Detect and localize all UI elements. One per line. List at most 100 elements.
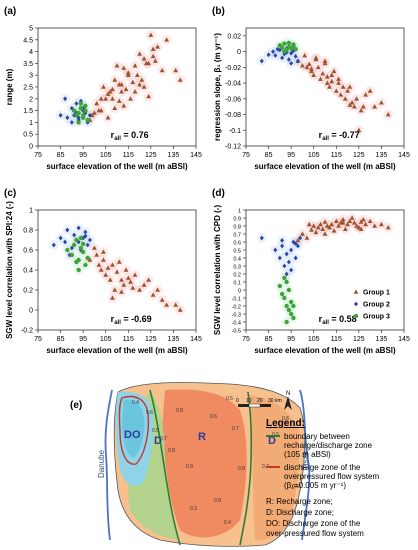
x-tick-label: 115 (123, 152, 134, 159)
data-point-group-1 (92, 245, 97, 250)
data-point-group-1 (322, 219, 328, 224)
data-point-group-2 (74, 110, 79, 116)
panel-label: (b) (212, 6, 225, 17)
data-point-group-1 (300, 63, 305, 68)
data-point-group-1 (347, 218, 353, 223)
y-tick-label: 0.1 (233, 281, 241, 287)
data-point-group-2 (63, 96, 68, 102)
data-point-group-2 (273, 247, 278, 253)
map-panel: (e) 0.40.60.50.70.80.80.90.60.50.70.80.8… (70, 382, 311, 547)
x-tick-label: 85 (57, 336, 65, 343)
data-point-group-3 (80, 241, 86, 247)
data-point-group-3 (80, 249, 86, 255)
data-point-group-1 (338, 92, 344, 97)
x-tick-label: 145 (190, 152, 202, 159)
data-point-group-2 (289, 61, 294, 66)
data-point-group-1 (322, 58, 328, 63)
data-point-group-1 (333, 218, 339, 223)
map-zone-d-left: D (154, 435, 162, 447)
y-tick-label: 0.02 (227, 33, 241, 40)
group-legend: Group 1 Group 2 Group 3 (353, 289, 390, 321)
data-point-group-1 (318, 221, 323, 227)
x-tick-label: 105 (100, 152, 112, 159)
data-point-group-1 (110, 262, 115, 267)
data-point-group-2 (83, 110, 88, 116)
data-point-group-1 (150, 292, 156, 297)
x-tick-label: 75 (242, 152, 250, 159)
data-point-group-1 (107, 89, 113, 94)
data-point-group-2 (74, 101, 79, 106)
data-point-group-1 (137, 51, 142, 56)
x-axis-label: surface elevation of the well (m aBSl) (254, 162, 396, 171)
data-point-group-1 (320, 71, 326, 76)
data-point-group-2 (289, 247, 294, 253)
map-scale-bar: 0 10 20 30 km (236, 398, 282, 408)
contour-label: 0.8 (168, 448, 175, 454)
data-point-group-1 (121, 103, 127, 108)
data-point-group-2 (58, 235, 63, 241)
data-point-group-1 (130, 285, 136, 290)
y-axis-label: regression slope, β₁ (m yr⁻¹) (213, 33, 222, 141)
x-tick-label: 125 (145, 336, 157, 343)
contour-label: 0.7 (262, 464, 269, 470)
data-point-group-1 (119, 89, 124, 94)
data-point-group-1 (94, 100, 100, 106)
data-point-group-3 (76, 267, 81, 273)
data-point-group-3 (291, 315, 296, 321)
data-point-group-1 (358, 108, 364, 113)
y-tick-label: 3 (29, 73, 33, 80)
data-point-group-1 (336, 80, 341, 85)
x-tick-label: 105 (308, 336, 320, 343)
y-tick-label: 3.5 (23, 61, 33, 68)
data-point-group-1 (358, 226, 364, 231)
data-point-group-1 (159, 297, 165, 302)
data-point-group-2 (259, 58, 264, 64)
data-point-group-1 (351, 104, 357, 109)
map-zone-do: DO (124, 429, 141, 441)
data-point-group-1 (130, 79, 136, 85)
y-tick-label: 0.5 (23, 132, 33, 139)
data-point-group-1 (372, 223, 378, 228)
map-legend: Legend: boundary between recharge/discha… (266, 418, 379, 538)
data-point-group-3 (288, 311, 294, 317)
data-point-group-2 (51, 242, 56, 248)
y-tick-label: 1.5 (23, 108, 33, 115)
data-point-group-3 (74, 237, 79, 243)
data-point-group-1 (116, 259, 122, 264)
data-point-group-2 (65, 227, 70, 233)
legend-zone-do-2: over-pressured flow system (266, 529, 364, 538)
scale-label-0: 0 (236, 398, 239, 404)
data-point-group-2 (298, 235, 303, 241)
data-point-group-3 (284, 319, 289, 325)
y-tick-label: 4.5 (23, 37, 33, 44)
data-point-group-1 (324, 74, 330, 79)
legend-label: Group 2 (363, 302, 390, 309)
y-tick-label: 2 (29, 96, 33, 103)
data-point-group-1 (363, 92, 369, 97)
data-point-group-1 (300, 231, 305, 236)
map-label-danube: Danube (97, 449, 106, 478)
data-point-group-2 (286, 57, 291, 62)
data-point-group-2 (83, 229, 88, 235)
data-point-group-1 (128, 279, 133, 284)
y-tick-label: 2.5 (23, 85, 33, 92)
data-point-group-1 (309, 66, 314, 71)
data-point-group-2 (69, 105, 74, 111)
data-point-group-2 (282, 263, 287, 269)
y-tick-label: -0.4 (232, 321, 241, 327)
scale-unit: km (275, 398, 282, 404)
data-point-group-1 (331, 228, 337, 233)
correlation-annotation: rall = -0.77 (319, 130, 360, 142)
data-point-group-1 (146, 93, 151, 99)
data-point-group-2 (76, 225, 81, 231)
y-tick-label: 0.6 (23, 248, 33, 255)
data-point-group-1 (119, 289, 124, 294)
data-point-group-1 (342, 96, 348, 101)
y-tick-label: 0.8 (233, 225, 241, 231)
data-point-group-1 (177, 77, 183, 82)
map-zone-red (162, 389, 247, 538)
data-point-group-1 (164, 37, 170, 42)
data-point-group-2 (284, 251, 289, 257)
data-point-group-1 (331, 68, 337, 74)
